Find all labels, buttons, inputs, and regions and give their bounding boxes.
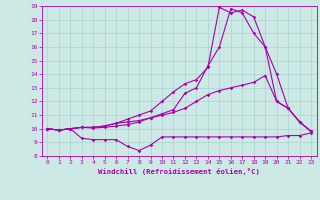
X-axis label: Windchill (Refroidissement éolien,°C): Windchill (Refroidissement éolien,°C): [98, 168, 260, 175]
